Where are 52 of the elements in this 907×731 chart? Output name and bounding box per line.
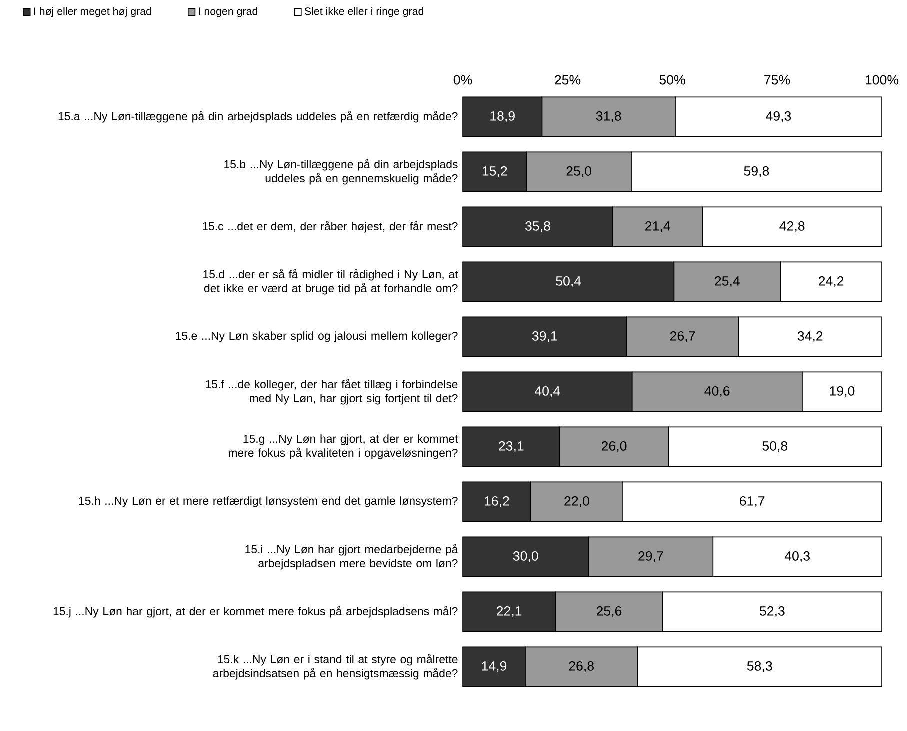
data-label: 25,6 xyxy=(596,606,622,618)
data-label: 26,7 xyxy=(670,331,696,343)
data-label: 40,6 xyxy=(704,386,730,398)
y-tick-label: 15.j ...Ny Løn har gjort, at der er kommet mere fokus på arbejdspladsens mål? xyxy=(54,606,458,618)
y-tick-label: 15.i ...Ny Løn har gjort medarbejderne på arbejdspladsen mere bevidste om løn? xyxy=(246,544,458,570)
data-label: 24,2 xyxy=(818,276,844,288)
data-label: 23,1 xyxy=(499,441,524,453)
data-label: 31,8 xyxy=(596,111,622,123)
x-tick-label: 75% xyxy=(764,75,790,85)
data-label: 26,8 xyxy=(569,661,594,672)
legend-label: I nogen grad xyxy=(199,7,258,18)
data-label: 25,0 xyxy=(566,166,592,178)
data-label: 39,1 xyxy=(532,331,558,343)
data-label: 50,4 xyxy=(556,276,582,288)
data-label: 18,9 xyxy=(490,111,515,123)
legend-label: I høj eller meget høj grad xyxy=(34,7,152,18)
x-tick-label: 100% xyxy=(866,75,899,85)
y-tick-label: 15.d ...der er så få midler til rådighed i Ny Løn, at det ikke er værd at bruge tid på at forhandle om? xyxy=(204,269,458,295)
data-label: 59,8 xyxy=(744,166,770,178)
y-tick-label: 15.k ...Ny Løn er i stand til at styre og målrette arbejdsindsatsen på en hensigtsmæssig måde? xyxy=(213,654,458,680)
data-label: 35,8 xyxy=(526,221,550,233)
data-label: 40,4 xyxy=(534,386,560,398)
data-label: 29,7 xyxy=(638,551,664,562)
data-label: 22,1 xyxy=(497,606,522,618)
data-label: 40,3 xyxy=(784,551,810,562)
y-tick-label: 15.c ...det er dem, der råber højest, der får mest? xyxy=(202,221,458,233)
data-label: 26,0 xyxy=(602,441,627,453)
data-label: 19,0 xyxy=(830,386,855,398)
data-label: 22,0 xyxy=(564,496,590,508)
y-tick-label: 15.g ...Ny Løn har gjort, at der er kommet mere fokus på kvaliteten i opgaveløsningen? xyxy=(228,434,458,460)
data-label: 58,3 xyxy=(747,661,772,672)
x-tick-label: 50% xyxy=(660,75,686,85)
data-label: 34,2 xyxy=(798,331,823,343)
legend-label: Slet ikke eller i ringe grad xyxy=(304,7,424,18)
data-label: 16,2 xyxy=(484,496,510,508)
data-label: 15,2 xyxy=(482,166,508,178)
y-tick-label: 15.f ...de kolleger, der har fået tillæg i forbindelse med Ny Løn, har gjort sig fortjent til det? xyxy=(206,379,458,405)
y-tick-label: 15.a ...Ny Løn-tillæggene på din arbejdsplads uddeles på en retfærdig måde? xyxy=(58,111,458,123)
y-tick-label: 15.b ...Ny Løn-tillæggene på din arbejdsplads uddeles på en gennemskuelig måde? xyxy=(224,159,458,185)
data-label: 61,7 xyxy=(740,496,765,508)
x-tick-label: 0% xyxy=(454,75,472,85)
data-label: 14,9 xyxy=(482,661,507,672)
y-tick-label: 15.h ...Ny Løn er et mere retfærdigt lønsystem end det gamle lønsystem? xyxy=(79,496,458,508)
data-label: 42,8 xyxy=(780,221,805,233)
data-label: 49,3 xyxy=(766,111,792,123)
data-label: 25,4 xyxy=(715,276,740,288)
data-label: 21,4 xyxy=(646,221,670,233)
x-tick-label: 25% xyxy=(555,75,581,85)
data-label: 50,8 xyxy=(762,441,788,453)
data-label: 52,3 xyxy=(760,606,785,618)
y-tick-label: 15.e ...Ny Løn skaber splid og jalousi mellem kolleger? xyxy=(176,332,458,342)
data-label: 30,0 xyxy=(513,551,538,562)
